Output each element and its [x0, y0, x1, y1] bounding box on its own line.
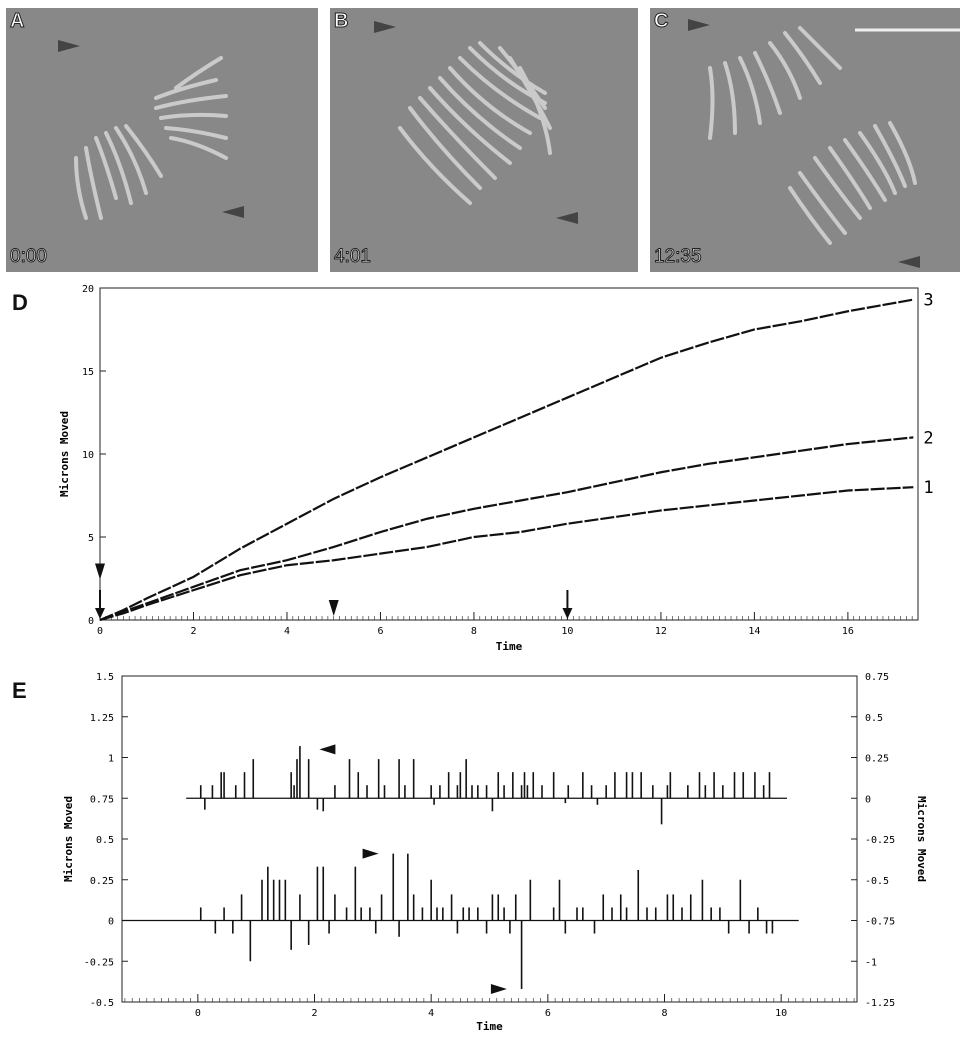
x-tick-label: 4 [428, 1008, 434, 1019]
x-tick-label: 6 [377, 626, 383, 637]
micrograph-b: B 4:01 [330, 8, 638, 272]
y-axis-label-right: Microns Moved [915, 796, 928, 882]
panel-a-label: A [9, 10, 25, 33]
y-tick-label: -0.25 [84, 957, 114, 968]
y-tick-label: 0 [108, 917, 114, 928]
arrow-head [95, 608, 105, 619]
panel-c-label: C [653, 10, 669, 33]
plot-frame [121, 675, 858, 1003]
x-tick-label: 4 [284, 626, 290, 637]
series-line-3 [99, 298, 914, 622]
series-label-1: 1 [923, 478, 933, 498]
x-tick-label: 0 [195, 1008, 201, 1019]
arrowhead-marker [328, 600, 339, 616]
micrograph-c-image [650, 8, 960, 272]
arrowhead-marker [95, 563, 105, 580]
x-tick-label: 2 [311, 1008, 317, 1019]
y-tick-label: 10 [82, 450, 94, 461]
x-tick-label: 10 [561, 626, 573, 637]
panel-c-time: 12:35 [654, 246, 703, 268]
x-tick-label: 2 [190, 626, 196, 637]
micrograph-a: A 0:00 [6, 8, 318, 272]
plot-frame [99, 287, 919, 621]
y-right-tick-label: -1 [865, 957, 877, 968]
x-tick-label: 8 [471, 626, 477, 637]
y-axis-label: Microns Moved [58, 411, 71, 497]
y-right-tick-label: -0.25 [865, 835, 895, 846]
y-right-tick-label: -1.25 [865, 998, 895, 1009]
y-tick-label: 0 [88, 616, 94, 627]
y-right-tick-label: 0.5 [865, 713, 883, 724]
series-label-3: 3 [923, 291, 933, 311]
panel-b-label: B [333, 10, 349, 33]
y-right-tick-label: 0.25 [865, 754, 889, 765]
y-tick-label: 5 [88, 533, 94, 544]
chart-e: 0 2 4 6 8 10 -0.5 -0.25 0 0.25 0.5 0.75 1 1.25 1.5 -1.2… [62, 672, 928, 1033]
arrow-head [562, 608, 573, 619]
y-tick-label: 20 [82, 284, 94, 295]
series-line-1 [99, 486, 914, 622]
panel-e-label: E [12, 678, 27, 703]
x-tick-label: 10 [775, 1008, 787, 1019]
x-tick-label: 14 [748, 626, 760, 637]
panel-b-time: 4:01 [334, 246, 372, 268]
series-line-2 [99, 436, 914, 622]
y-tick-label: 0.5 [96, 835, 114, 846]
arrowhead-marker [319, 744, 336, 755]
micrograph-b-image [330, 8, 638, 272]
y-tick-label: 0.75 [90, 794, 114, 805]
x-tick-label: 16 [842, 626, 854, 637]
y-axis-label: Microns Moved [62, 796, 75, 882]
y-tick-label: 1.25 [90, 713, 114, 724]
y-right-tick-label: -0.5 [865, 876, 889, 887]
y-tick-label: 1 [108, 754, 114, 765]
arrowhead-marker [362, 848, 379, 859]
x-tick-label: 0 [97, 626, 103, 637]
y-tick-label: 15 [82, 367, 94, 378]
x-tick-label: 8 [661, 1008, 667, 1019]
arrowhead-marker [490, 983, 507, 994]
panel-a-time: 0:00 [10, 246, 48, 268]
micrograph-c: C 12:35 [650, 8, 960, 272]
panel-d-label: D [12, 290, 28, 315]
y-right-tick-label: 0.75 [865, 672, 889, 683]
x-tick-label: 12 [655, 626, 667, 637]
x-tick-label: 6 [545, 1008, 551, 1019]
y-tick-label: -0.5 [90, 998, 114, 1009]
y-right-tick-label: -0.75 [865, 917, 895, 928]
x-axis-label: Time [476, 1020, 503, 1033]
y-right-tick-label: 0 [865, 794, 871, 805]
series-label-2: 2 [923, 428, 933, 448]
micrograph-a-image [6, 8, 318, 272]
y-tick-label: 1.5 [96, 672, 114, 683]
x-axis-label: Time [496, 640, 523, 653]
y-tick-label: 0.25 [90, 876, 114, 887]
